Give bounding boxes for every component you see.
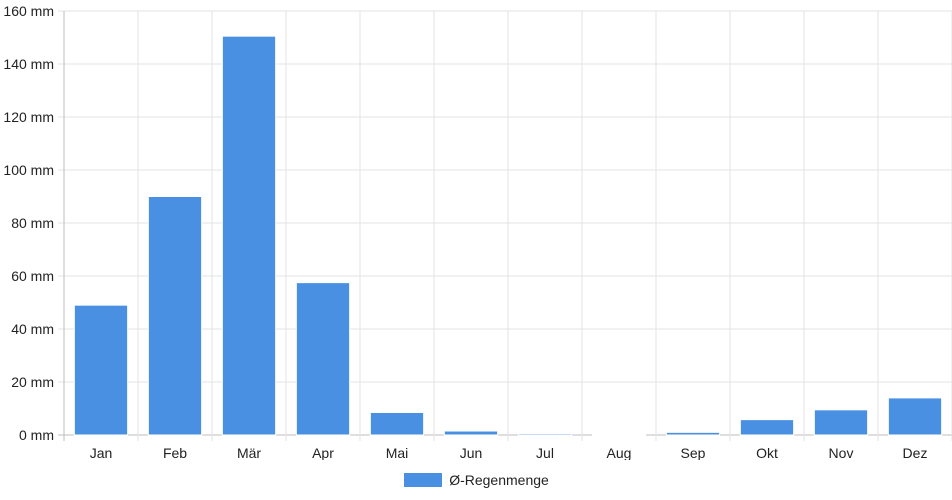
x-tick-label: Nov (829, 445, 854, 460)
bar-jan[interactable] (73, 304, 129, 436)
y-tick-label: 60 mm (11, 268, 54, 284)
x-tick-label: Apr (312, 445, 334, 460)
bar-okt[interactable] (739, 419, 795, 436)
legend-swatch (403, 472, 444, 488)
bar-layer (73, 35, 943, 436)
chart-legend[interactable]: Ø-Regenmenge (0, 472, 952, 488)
x-tick-label: Jun (460, 445, 483, 460)
y-tick-label: 80 mm (11, 215, 54, 231)
x-tick-label: Jan (90, 445, 113, 460)
rainfall-bar-chart: 0 mm 20 mm 40 mm 60 mm 80 mm 100 mm 120 mm 140 … (3, 3, 952, 461)
bar-jun[interactable] (443, 430, 499, 436)
y-tick-label: 100 mm (3, 162, 54, 178)
y-tick-label: 20 mm (11, 374, 54, 390)
bar-dez[interactable] (887, 397, 943, 436)
y-tick-label: 160 mm (3, 3, 54, 19)
x-tick-label: Sep (681, 445, 706, 460)
axis-layer: 0 mm 20 mm 40 mm 60 mm 80 mm 100 mm 120 mm 140 … (3, 3, 928, 461)
x-tick-label: Mai (386, 445, 409, 460)
bar-jul[interactable] (517, 433, 573, 436)
x-tick-label: Feb (163, 445, 187, 460)
bar-mai[interactable] (369, 411, 425, 436)
y-tick-label: 0 mm (19, 427, 54, 443)
bar-feb[interactable] (147, 196, 203, 436)
bar-nov[interactable] (813, 409, 869, 436)
legend-label: Ø-Regenmenge (449, 472, 549, 488)
y-tick-label: 40 mm (11, 321, 54, 337)
x-tick-label: Dez (903, 445, 928, 460)
y-tick-label: 140 mm (3, 56, 54, 72)
bar-apr[interactable] (295, 282, 351, 436)
y-tick-label: 120 mm (3, 109, 54, 125)
bar-sep[interactable] (665, 431, 721, 436)
bar-mär[interactable] (221, 35, 277, 436)
x-tick-label: Aug (607, 445, 632, 460)
grid-layer (58, 10, 952, 441)
x-tick-label: Jul (536, 445, 554, 460)
x-tick-label: Okt (756, 445, 778, 460)
bar-aug[interactable] (591, 433, 647, 436)
x-tick-label: Mär (237, 445, 261, 460)
